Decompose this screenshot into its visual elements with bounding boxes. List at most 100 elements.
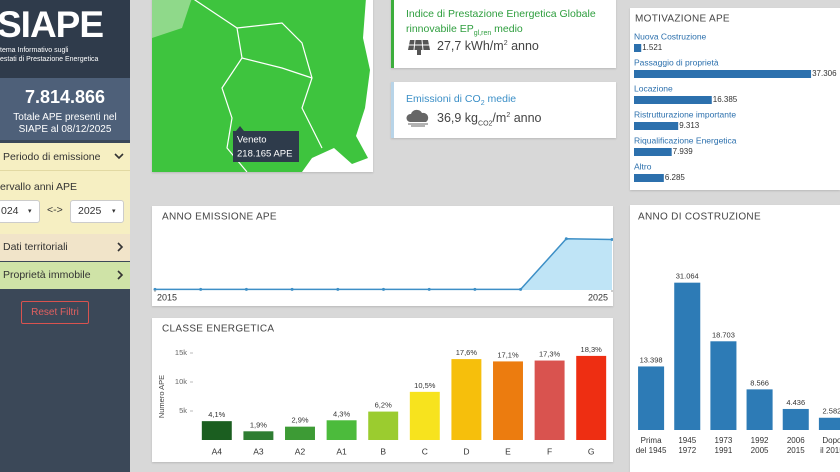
chevron	[117, 270, 124, 280]
value-label: 1,9%	[250, 420, 267, 429]
region-border	[193, 0, 248, 172]
year-from: 024	[1, 205, 19, 217]
kpi-value-part: /m	[492, 111, 507, 125]
logo: SIAPE	[0, 4, 104, 45]
bar	[634, 96, 712, 104]
property-toggle[interactable]: Proprietà immobile	[0, 262, 130, 289]
x-tick-label: B	[380, 446, 386, 456]
x-tick-label: D	[463, 446, 469, 456]
interval-label: ervallo anni APE	[0, 181, 78, 193]
logo-subtitle-line: estati di Prestazione Energetica	[0, 56, 99, 63]
year-from-select[interactable]: 024 ▾	[0, 200, 40, 223]
value-label: 13.398	[640, 355, 663, 364]
point	[473, 287, 477, 291]
chart-card: ANNO EMISSIONE APE 2015 2025	[152, 206, 613, 306]
solar-icon	[408, 39, 430, 55]
category-label: Locazione	[634, 83, 673, 93]
x-tick-label: 2015	[787, 446, 805, 455]
x-tick-label: 1992	[751, 436, 769, 445]
category-label: Ristrutturazione importante	[634, 109, 736, 119]
category-label: Passaggio di proprietà	[634, 57, 719, 67]
x-tick-label: 1972	[678, 446, 696, 455]
point	[519, 287, 523, 291]
bar	[634, 44, 642, 52]
bar	[634, 174, 664, 182]
kpi-title: Indice di Prestazione Energetica Globale…	[406, 7, 596, 41]
value-label: 18.703	[712, 330, 735, 339]
bar	[818, 417, 840, 430]
value-label: 17,6%	[456, 348, 478, 357]
caption-line: SIAPE al 08/12/2025	[18, 124, 112, 135]
point	[336, 287, 340, 291]
x-tick-label: G	[588, 446, 595, 456]
value-label: 4,1%	[208, 410, 225, 419]
bar	[634, 148, 672, 156]
y-axis-label: Numero APE	[157, 375, 166, 418]
range-separator: <->	[47, 204, 63, 216]
chart-title: ANNO DI COSTRUZIONE	[638, 212, 761, 223]
x-tick-label: F	[547, 446, 552, 456]
kpi-title-part: medio	[494, 23, 523, 35]
value-label: 4,3%	[333, 409, 350, 418]
x-tick-label: A2	[295, 446, 306, 456]
kpi-value-sub: CO2	[478, 120, 493, 128]
chart: ANNO EMISSIONE APE 2015 2025	[153, 212, 613, 302]
region-area[interactable]	[152, 0, 192, 38]
region-border	[236, 22, 323, 149]
total-box: 7.814.866 Totale APE presenti nel SIAPE a…	[0, 78, 130, 140]
sidebar: SIAPE tema Informativo sugli estati di Pr…	[0, 0, 130, 472]
bar	[634, 122, 679, 130]
x-tick-label: del 1945	[636, 446, 667, 455]
point	[382, 287, 385, 291]
reset-button[interactable]: Reset Filtri	[21, 301, 89, 324]
value-label: 2,9%	[291, 416, 308, 425]
value-label: 17,1%	[497, 350, 519, 359]
chart-card: ANNO DI COSTRUZIONE 13.398 Prima del 1945 31…	[630, 205, 840, 472]
value-label: 17,3%	[539, 350, 561, 359]
y-tick-label: 5k	[179, 406, 187, 415]
total: 7.814.866	[24, 87, 106, 107]
property-label: Proprietà immobile	[3, 269, 91, 281]
point	[244, 287, 248, 291]
x-tick-label: 1973	[715, 436, 733, 445]
region-area[interactable]	[152, 0, 370, 172]
kpi-title-sub: gl,ren	[473, 30, 492, 38]
bar	[782, 408, 809, 430]
bar	[409, 391, 440, 440]
x-tick-label: Prima	[641, 436, 662, 445]
x-tick-label: 2025	[588, 292, 608, 302]
period-panel: Periodo di emissione ervallo anni APE 02…	[0, 143, 130, 235]
year-to-select[interactable]: 2025 ▾	[70, 200, 124, 223]
x-tick-label: il 2015	[820, 446, 840, 455]
kpi-value-part: anno	[513, 111, 542, 125]
period-toggle[interactable]: Periodo di emissione	[3, 151, 101, 163]
x-tick-label: 2006	[787, 436, 805, 445]
tooltip-pointer	[236, 126, 244, 131]
value-label: 37.306	[812, 69, 837, 78]
select-arrow: ▾	[28, 208, 32, 215]
category-label: Nuova Costruzione	[634, 31, 707, 41]
value-label: 16.385	[713, 95, 738, 104]
kpi-card: Indice di Prestazione Energetica Globale…	[391, 0, 616, 68]
x-tick-label: C	[422, 446, 428, 456]
kpi-value-part: anno	[511, 39, 539, 53]
bar	[451, 359, 482, 440]
bar	[534, 360, 565, 440]
territorial-toggle[interactable]: Dati territoriali	[0, 234, 130, 261]
y-tick-label: 15k	[175, 348, 187, 357]
kpi-value-part: 36,9 kg	[437, 111, 479, 125]
kpi-title-part: Emissioni di CO	[406, 93, 481, 105]
value-label: 6.285	[665, 173, 686, 182]
kpi-value-part: 27,7 kWh/m	[437, 39, 504, 53]
y-tick-label: 10k	[175, 377, 187, 386]
value-label: 10,5%	[414, 381, 436, 390]
value-label: 4.436	[786, 398, 805, 407]
chart-title: CLASSE ENERGETICA	[162, 324, 274, 335]
kpi-title-sub: 2	[480, 100, 485, 108]
cloud-icon	[406, 109, 429, 127]
bar	[746, 389, 773, 430]
kpi-value: 36,9 kgCO2/m2 anno	[437, 111, 542, 128]
value-label: 7.939	[673, 147, 694, 156]
bar	[674, 282, 701, 430]
